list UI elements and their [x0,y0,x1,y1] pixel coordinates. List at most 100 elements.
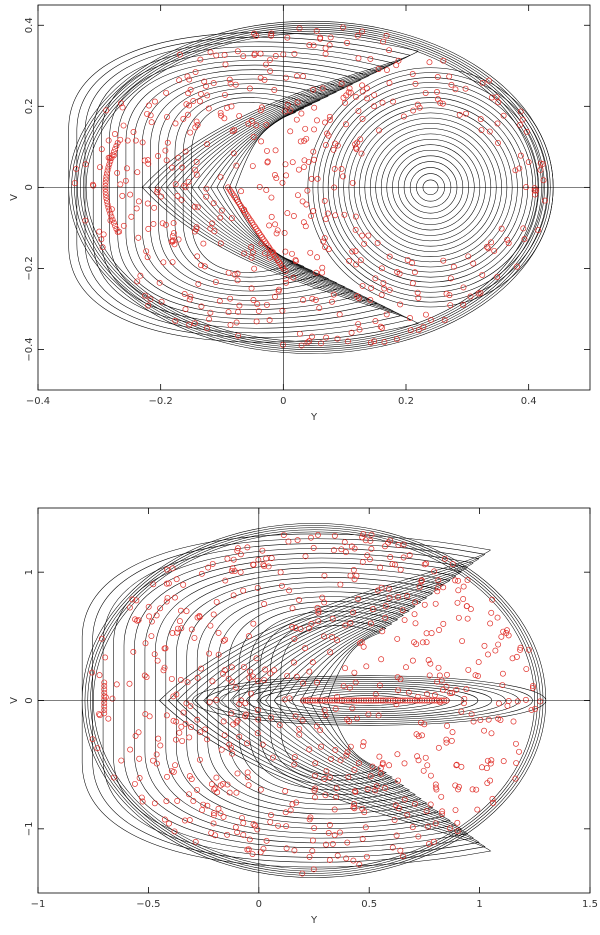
top-marker [235,332,241,339]
bottom-marker [414,693,421,700]
top-marker [103,107,110,114]
bottom-marker [280,532,287,538]
bottom-marker [265,563,272,570]
bottom-marker [352,679,359,686]
top-marker [319,264,326,271]
bottom-marker [351,805,358,812]
bottom-marker [275,822,282,829]
top-marker [357,136,364,143]
top-marker [297,138,304,145]
top-marker-streak [110,149,117,155]
bottom-marker [240,820,247,826]
top-marker [283,74,289,81]
bottom-marker [173,629,180,636]
bottom-marker [427,660,434,667]
top-marker [253,122,260,129]
top-marker [216,298,223,305]
top-marker [170,230,177,237]
bottom-marker [323,841,329,848]
top-marker [282,161,289,168]
bottom-marker [387,554,394,561]
bottom-marker [382,543,388,550]
bottom-marker [361,809,368,816]
top-marker [517,108,524,115]
bottom-marker [294,537,301,544]
bottom-marker [277,569,284,576]
bottom-marker [291,847,298,854]
bottom-marker [283,845,290,852]
bottom-marker [460,596,467,602]
bottom-marker [412,800,418,807]
bottom-marker [331,832,338,839]
top-marker [322,45,329,52]
bottom-marker [376,682,383,689]
top-y-tick-label: 0 [24,184,35,190]
bottom-marker [330,547,337,554]
bottom-marker [222,636,229,643]
bottom-marker [202,726,208,733]
bottom-marker [237,569,244,576]
bottom-marker [163,712,170,719]
bottom-marker [250,620,257,627]
top-marker [488,94,495,101]
bottom-marker [244,846,251,853]
top-marker [250,133,257,140]
bottom-marker [261,677,268,683]
top-marker [447,275,454,282]
top-marker [127,191,134,198]
panel-bottom-chart: −1 −0.5 0 0.5 1 1.5 −1 0 1 Y V [9,507,598,926]
top-marker [213,52,220,59]
bottom-x-tick-label: 1.5 [582,899,598,910]
top-marker [452,86,459,93]
top-marker [332,212,339,219]
top-marker [434,89,440,95]
bottom-marker [245,633,252,640]
bottom-marker [311,825,318,831]
top-marker [207,225,214,232]
bottom-marker [393,832,400,839]
top-marker-streak [108,213,115,220]
top-marker-streak [106,207,113,214]
top-marker [440,57,447,64]
bottom-marker [443,739,450,746]
bottom-marker-streak [101,686,108,693]
top-marker [284,210,291,217]
bottom-marker [210,820,217,827]
top-marker [316,305,323,311]
bottom-marker [257,849,264,856]
top-marker [323,334,330,341]
top-marker [156,279,163,286]
top-marker [229,128,236,135]
bottom-marker [490,800,497,806]
top-marker [230,150,237,157]
top-marker [119,104,126,111]
top-marker [393,336,400,343]
top-contour-curve [92,46,395,329]
top-marker [164,113,170,120]
top-marker [281,230,288,236]
bottom-marker [326,774,333,781]
bottom-marker-streak [101,689,108,696]
bottom-marker [209,560,216,567]
top-marker [264,147,270,154]
top-marker [193,118,200,125]
top-marker [516,165,523,172]
bottom-marker [296,596,302,603]
top-marker [368,284,375,291]
bottom-marker [244,774,251,781]
bottom-marker [293,673,300,680]
top-marker [98,146,105,153]
bottom-marker [364,785,371,792]
bottom-marker [323,768,330,774]
top-marker [197,90,204,97]
bottom-marker [412,620,419,627]
bottom-marker [198,570,205,577]
top-marker [227,295,234,302]
bottom-marker [240,832,247,838]
bottom-marker [372,691,379,698]
top-marker [198,262,204,269]
top-marker [289,159,296,166]
top-marker [284,101,291,108]
bottom-marker [314,679,320,686]
top-marker [309,295,316,302]
